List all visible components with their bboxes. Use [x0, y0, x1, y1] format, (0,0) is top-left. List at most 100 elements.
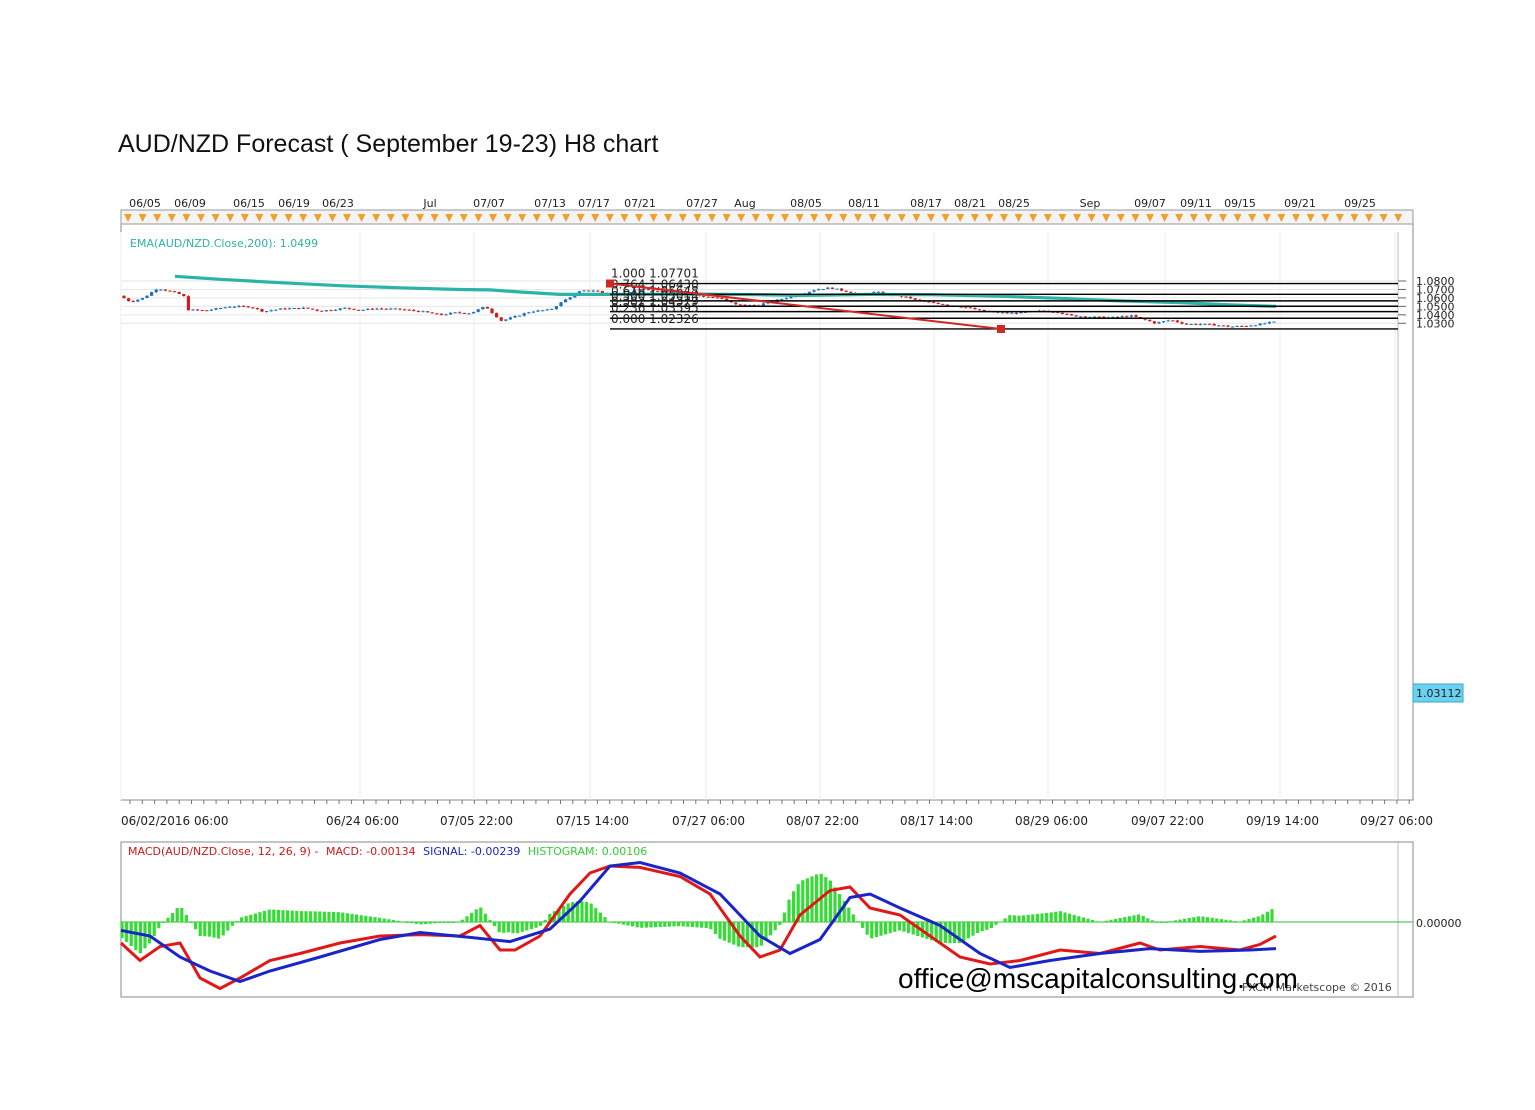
- histogram-bar: [474, 909, 478, 922]
- histogram-bar: [401, 921, 405, 923]
- candle-body: [384, 308, 388, 310]
- candle-body: [242, 305, 246, 307]
- candle-body: [393, 308, 397, 310]
- histogram-bar: [1123, 917, 1127, 922]
- date-marker: [1087, 214, 1096, 222]
- candle-body: [361, 309, 365, 311]
- date-marker: [386, 214, 395, 222]
- candle-body: [136, 299, 140, 302]
- candle-body: [357, 309, 361, 311]
- histogram-bar: [1261, 914, 1265, 922]
- candle-body: [255, 308, 259, 310]
- candle-body: [329, 310, 333, 312]
- candle-body: [656, 290, 660, 292]
- date-marker: [854, 214, 862, 222]
- candle-body: [1175, 320, 1179, 323]
- histogram-bar: [244, 916, 248, 922]
- histogram-bar: [612, 922, 616, 923]
- candle-body: [182, 293, 186, 297]
- candle-body: [232, 306, 236, 308]
- histogram-bar: [925, 922, 929, 939]
- candle-body: [1254, 325, 1258, 327]
- fib-level-label: 0.500 1.05014: [611, 289, 699, 303]
- histogram-bar: [631, 922, 635, 927]
- histogram-bar: [1058, 911, 1062, 922]
- candle-body: [1102, 316, 1106, 318]
- candle-body: [1157, 322, 1161, 324]
- candle-body: [499, 317, 503, 321]
- candle-body: [1019, 311, 1023, 314]
- histogram-bar: [911, 922, 915, 935]
- date-marker: [781, 214, 789, 222]
- candle-body: [159, 289, 163, 291]
- histogram-bar: [327, 911, 331, 922]
- candle-body: [817, 289, 821, 291]
- candle-body: [196, 309, 200, 311]
- histogram-bar: [1224, 919, 1228, 922]
- trend-line: [609, 282, 1002, 330]
- histogram-bar: [1215, 918, 1219, 922]
- candle-body: [789, 296, 793, 299]
- candle-body: [1263, 323, 1267, 325]
- candle-body: [1097, 316, 1101, 318]
- candle-body: [320, 310, 324, 312]
- candle-body: [564, 299, 568, 303]
- bottom-date-label: 07/15 14:00: [556, 814, 629, 828]
- histogram-bar: [1118, 918, 1122, 922]
- date-marker: [1073, 214, 1081, 222]
- date-marker: [605, 214, 614, 222]
- candle-body: [559, 302, 563, 307]
- histogram-bar: [1045, 912, 1049, 922]
- histogram-bar: [1114, 918, 1118, 922]
- date-marker: [445, 214, 454, 222]
- candle-body: [476, 309, 480, 312]
- candle-body: [518, 315, 522, 317]
- candle-body: [522, 313, 526, 316]
- date-marker: [839, 214, 848, 222]
- histogram-bar: [456, 921, 460, 923]
- histogram-bar: [525, 922, 529, 931]
- histogram-bar: [1086, 918, 1090, 922]
- date-marker: [124, 214, 132, 222]
- histogram-bar: [851, 914, 855, 922]
- histogram-bar: [405, 922, 409, 923]
- histogram-bar: [1049, 912, 1053, 922]
- date-marker: [270, 214, 278, 222]
- candle-body: [1244, 325, 1248, 327]
- candle-body: [600, 290, 604, 293]
- candle-body: [1240, 325, 1244, 327]
- histogram-bar: [309, 911, 313, 922]
- histogram-bar: [1201, 916, 1205, 922]
- top-date-label: Sep: [1080, 197, 1101, 210]
- histogram-bar: [276, 909, 280, 922]
- candle-body: [784, 298, 788, 300]
- bottom-date-label: 08/17 14:00: [900, 814, 973, 828]
- bottom-date-label: 09/19 14:00: [1246, 814, 1319, 828]
- candle-body: [876, 291, 880, 293]
- histogram-bar: [700, 922, 704, 928]
- price-tick-label: 1.0500: [1416, 300, 1455, 313]
- histogram-bar: [824, 877, 828, 922]
- histogram-bar: [828, 880, 832, 922]
- histogram-bar: [516, 922, 520, 934]
- page-title: AUD/NZD Forecast ( September 19-23) H8 c…: [118, 130, 659, 158]
- histogram-bar: [1146, 918, 1150, 922]
- candle-body: [545, 309, 549, 311]
- histogram-bar: [1063, 912, 1067, 922]
- candle-body: [485, 306, 489, 309]
- top-date-label: 09/15: [1224, 197, 1256, 210]
- histogram-bar: [1022, 915, 1026, 922]
- candle-body: [780, 299, 784, 301]
- histogram-bar: [483, 913, 487, 922]
- histogram-bar: [957, 922, 961, 943]
- histogram-bar: [129, 922, 133, 947]
- fib-level-label: 0.382 1.04379: [611, 295, 699, 309]
- histogram-bar: [520, 922, 524, 932]
- candle-body: [150, 292, 154, 296]
- top-date-label: 07/13: [534, 197, 566, 210]
- histogram-bar: [428, 922, 432, 924]
- histogram-bar: [999, 921, 1003, 923]
- date-marker: [416, 214, 424, 222]
- date-marker: [1248, 214, 1257, 222]
- candle-body: [426, 311, 430, 313]
